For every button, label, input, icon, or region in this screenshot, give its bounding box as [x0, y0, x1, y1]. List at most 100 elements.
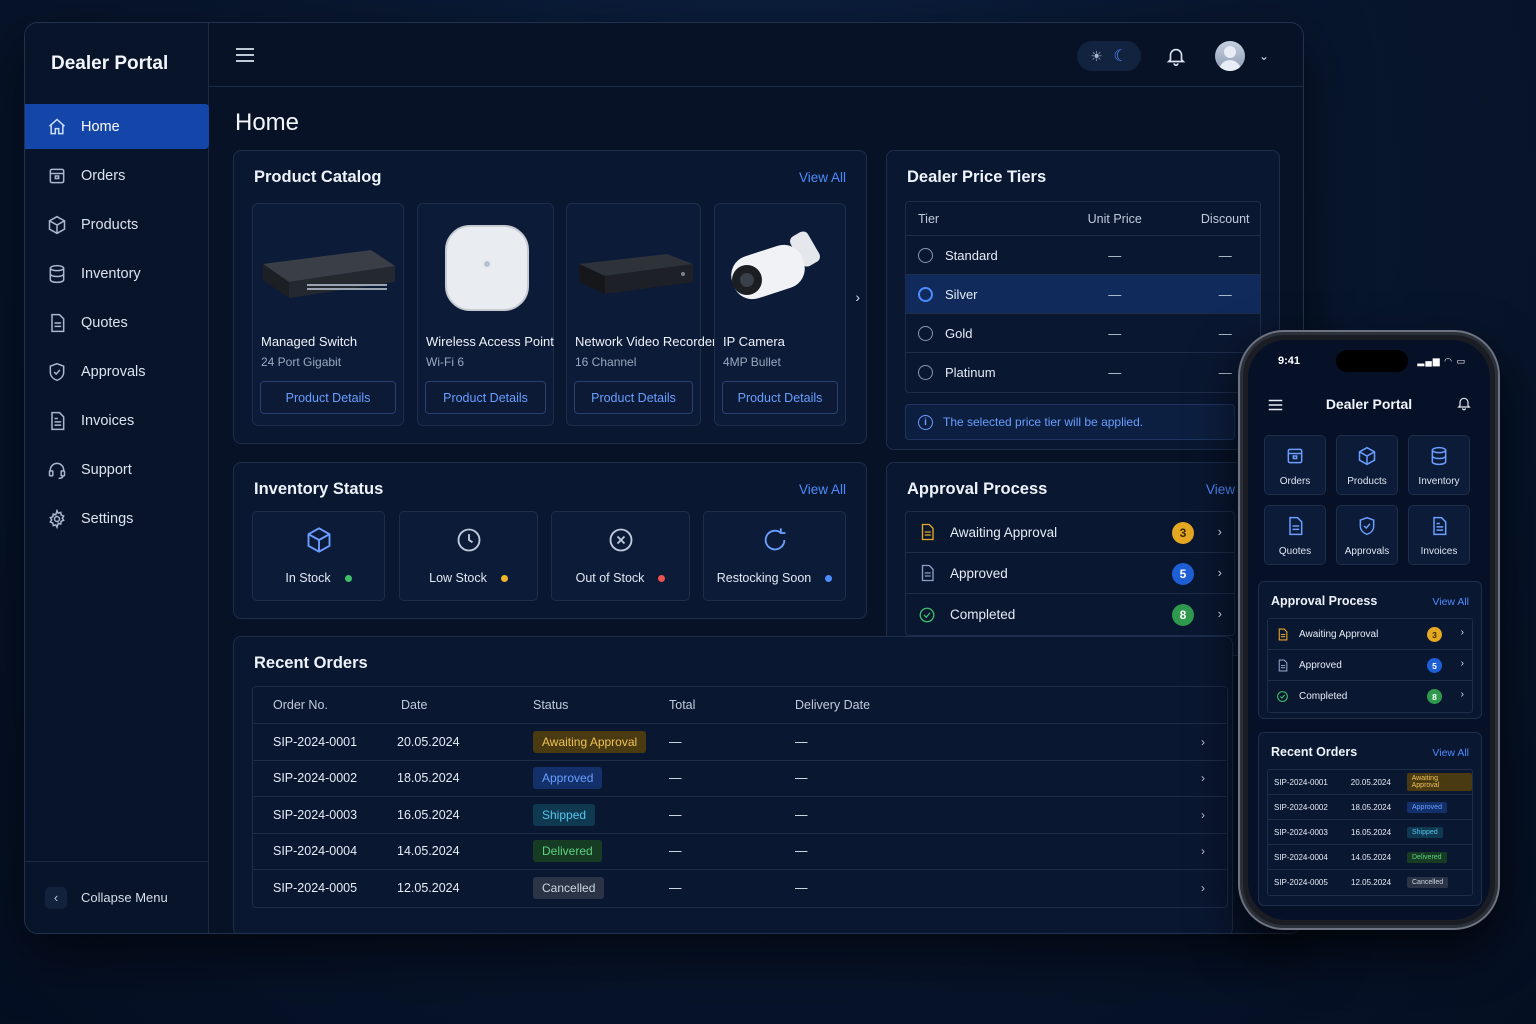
- sidebar-item-home[interactable]: Home: [25, 104, 209, 149]
- orders-table: Order No. Date Status Total Delivery Dat…: [252, 686, 1228, 908]
- inventory-tile-in-stock[interactable]: In Stock: [252, 511, 385, 601]
- access-point-image: [418, 214, 553, 324]
- status-badge: Cancelled: [533, 877, 605, 900]
- inventory-tile-out-of-stock[interactable]: Out of Stock: [551, 511, 690, 601]
- phone-tile-products[interactable]: Products: [1336, 435, 1398, 495]
- approval-row-awaiting[interactable]: Awaiting Approval 3 ›: [906, 512, 1234, 553]
- phone-recent-orders-card: Recent Orders View All SIP-2024-0001 20.…: [1258, 732, 1482, 906]
- notification-bell-icon[interactable]: [1456, 395, 1472, 411]
- phone-tile-invoices[interactable]: Invoices: [1408, 505, 1470, 565]
- approval-list: Awaiting Approval 3 › Approved 5 › Compl…: [1267, 618, 1473, 713]
- sidebar-item-inventory[interactable]: Inventory: [25, 251, 209, 296]
- card-title: Recent Orders: [254, 654, 368, 672]
- phone-tile-quotes[interactable]: Quotes: [1264, 505, 1326, 565]
- order-date: 16.05.2024: [397, 807, 460, 822]
- view-all-link[interactable]: View All: [1432, 747, 1469, 759]
- phone-clock: 9:41: [1278, 355, 1301, 367]
- approval-row-awaiting[interactable]: Awaiting Approval 3 ›: [1268, 619, 1472, 650]
- sidebar-item-orders[interactable]: Orders: [25, 153, 209, 198]
- inventory-label: Low Stock: [429, 571, 487, 585]
- chevron-right-icon[interactable]: ›: [855, 289, 860, 305]
- tier-row-gold[interactable]: Gold — —: [906, 314, 1260, 353]
- product-catalog-card: Product Catalog View All Managed Switch …: [233, 150, 867, 444]
- delivery-date: —: [795, 844, 808, 859]
- phone-shortcut-grid: Orders Products Inventory Quotes Approva…: [1258, 435, 1482, 573]
- tier-row-platinum[interactable]: Platinum — —: [906, 353, 1260, 392]
- chevron-down-icon[interactable]: ⌄: [1258, 49, 1269, 63]
- sidebar-item-support[interactable]: Support: [25, 447, 209, 492]
- table-row[interactable]: SIP-2024-0004 14.05.2024 Delivered — — ›: [253, 834, 1227, 870]
- approval-row-approved[interactable]: Approved 5 ›: [1268, 650, 1472, 681]
- table-row[interactable]: SIP-2024-0001 20.05.2024 Awaiting Approv…: [253, 724, 1227, 761]
- product-details-button[interactable]: Product Details: [574, 381, 693, 414]
- tier-name: Silver: [945, 286, 978, 302]
- order-number: SIP-2024-0004: [273, 844, 358, 859]
- phone-tile-inventory[interactable]: Inventory: [1408, 435, 1470, 495]
- card-title: Recent Orders: [1271, 745, 1358, 759]
- radio-button[interactable]: [918, 325, 933, 341]
- price-tier-table: Tier Unit Price Discount Standard — — Si…: [905, 201, 1261, 393]
- card-title: Approval Process: [907, 480, 1048, 498]
- box-icon: [47, 215, 67, 235]
- approval-row-completed[interactable]: Completed 8 ›: [906, 594, 1234, 635]
- table-row[interactable]: SIP-2024-0002 18.05.2024 Approved — — ›: [253, 761, 1227, 797]
- product-details-button[interactable]: Product Details: [260, 381, 396, 414]
- sidebar-item-settings[interactable]: Settings: [25, 496, 209, 541]
- inventory-tile-low-stock[interactable]: Low Stock: [399, 511, 538, 601]
- table-row[interactable]: SIP-2024-0005 12.05.2024 Cancelled: [1268, 870, 1472, 895]
- database-icon: [1429, 446, 1449, 466]
- order-number: SIP-2024-0005: [1274, 878, 1328, 887]
- hamburger-menu-icon[interactable]: [235, 47, 255, 63]
- view-all-link[interactable]: View All: [798, 170, 846, 185]
- notification-bell-icon[interactable]: [1165, 45, 1187, 67]
- approval-row-approved[interactable]: Approved 5 ›: [906, 553, 1234, 594]
- status-badge: Delivered: [533, 840, 602, 863]
- status-dot: [658, 575, 666, 583]
- product-details-button[interactable]: Product Details: [722, 381, 838, 414]
- table-row[interactable]: SIP-2024-0001 20.05.2024 Awaiting Approv…: [1268, 770, 1472, 795]
- signal-wifi-battery-icon: ▂▄▆ ◠ ▭: [1417, 356, 1466, 366]
- radio-button[interactable]: [918, 286, 933, 302]
- sidebar-item-label: Settings: [81, 510, 134, 527]
- table-row[interactable]: SIP-2024-0002 18.05.2024 Approved: [1268, 795, 1472, 820]
- table-row[interactable]: SIP-2024-0004 14.05.2024 Delivered: [1268, 845, 1472, 870]
- status-badge: Shipped: [533, 803, 596, 826]
- inventory-tile-restocking-soon[interactable]: Restocking Soon: [703, 511, 846, 601]
- table-row[interactable]: SIP-2024-0003 16.05.2024 Shipped — — ›: [253, 797, 1227, 834]
- sidebar-item-approvals[interactable]: Approvals: [25, 349, 209, 394]
- box-icon: [305, 526, 333, 554]
- view-all-link[interactable]: View All: [798, 482, 846, 497]
- phone-tile-orders[interactable]: Orders: [1264, 435, 1326, 495]
- inventory-label: In Stock: [285, 571, 331, 585]
- count-badge: 5: [1172, 563, 1194, 585]
- chevron-right-icon: ›: [1217, 524, 1222, 539]
- phone-tile-approvals[interactable]: Approvals: [1336, 505, 1398, 565]
- discount: —: [1218, 365, 1232, 380]
- theme-toggle[interactable]: ☀ ☾: [1077, 41, 1141, 71]
- status-badge: Awaiting Approval: [533, 730, 647, 753]
- sidebar-item-products[interactable]: Products: [25, 202, 209, 247]
- sidebar-item-invoices[interactable]: Invoices: [25, 398, 209, 443]
- hamburger-menu-icon[interactable]: [1268, 398, 1283, 411]
- sidebar-item-quotes[interactable]: Quotes: [25, 300, 209, 345]
- collapse-menu-button[interactable]: ‹ Collapse Menu: [25, 861, 209, 933]
- gear-icon: [47, 508, 67, 529]
- column-header: Order No.: [273, 698, 328, 712]
- approval-row-completed[interactable]: Completed 8 ›: [1268, 681, 1472, 712]
- phone-mockup: 9:41 ▂▄▆ ◠ ▭ Dealer Portal Orders Produc…: [1238, 330, 1500, 930]
- chevron-right-icon: ›: [1201, 844, 1205, 859]
- approval-label: Completed: [950, 607, 1016, 622]
- table-row[interactable]: SIP-2024-0003 16.05.2024 Shipped: [1268, 820, 1472, 845]
- shield-check-icon: [1357, 516, 1377, 536]
- tier-row-standard[interactable]: Standard — —: [906, 236, 1260, 275]
- radio-button[interactable]: [918, 365, 933, 380]
- table-row[interactable]: SIP-2024-0005 12.05.2024 Cancelled — — ›: [253, 870, 1227, 907]
- product-details-button[interactable]: Product Details: [425, 381, 546, 414]
- tier-row-silver[interactable]: Silver — —: [906, 275, 1260, 314]
- radio-button[interactable]: [918, 247, 933, 263]
- avatar[interactable]: [1215, 41, 1245, 71]
- product-card: Managed Switch 24 Port Gigabit Product D…: [252, 203, 404, 426]
- discount: —: [1218, 325, 1232, 341]
- product-card: Wireless Access Point Wi-Fi 6 Product De…: [417, 203, 554, 426]
- view-all-link[interactable]: View All: [1432, 596, 1469, 608]
